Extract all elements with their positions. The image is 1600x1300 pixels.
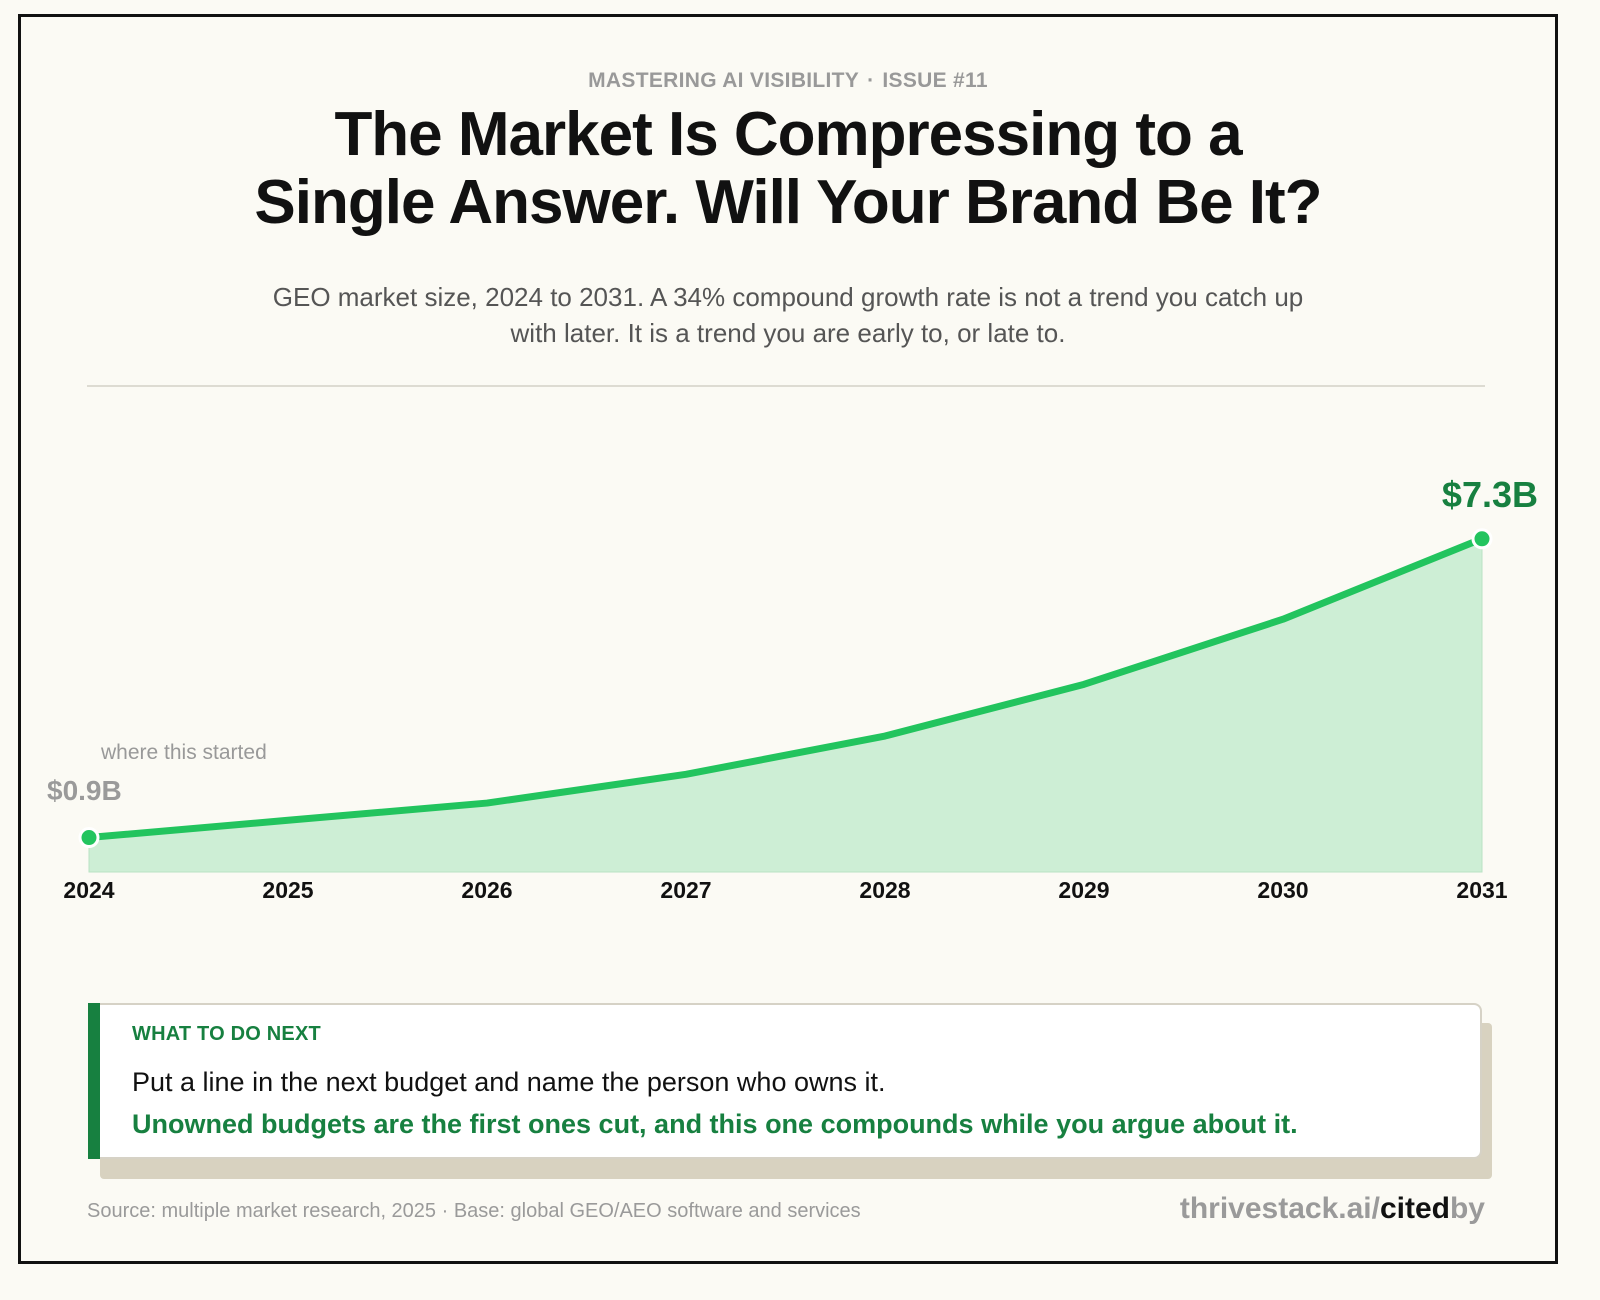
page-title: The Market Is Compressing to a Single An… bbox=[121, 101, 1455, 237]
subtitle: GEO market size, 2024 to 2031. A 34% com… bbox=[196, 279, 1380, 351]
callout-accent-bar bbox=[88, 1003, 100, 1159]
market-size-chart: 2024 2025 2026 2027 2028 2029 2030 2031 where th… bbox=[47, 474, 1538, 903]
brand-suffix: by bbox=[1449, 1192, 1485, 1225]
callout-body: Put a line in the next budget and name t… bbox=[132, 1067, 886, 1097]
callout-emphasis: Unowned budgets are the first ones cut, … bbox=[132, 1109, 1298, 1139]
kicker-series: MASTERING AI VISIBILITY bbox=[588, 69, 860, 92]
x-tick-label: 2024 bbox=[63, 877, 114, 903]
brand-strong: cited bbox=[1379, 1192, 1450, 1225]
kicker-separator: · bbox=[867, 69, 875, 92]
x-tick-label: 2029 bbox=[1058, 877, 1109, 903]
series-line bbox=[85, 535, 1486, 842]
kicker: MASTERING AI VISIBILITY · ISSUE #11 bbox=[21, 69, 1555, 93]
start-value-label: $0.9B bbox=[47, 775, 122, 806]
callout-label: WHAT TO DO NEXT bbox=[132, 1023, 321, 1045]
x-tick-label: 2030 bbox=[1257, 877, 1308, 903]
source-note: Source: multiple market research, 2025 ·… bbox=[87, 1200, 861, 1222]
subtitle-line-2: with later. It is a trend you are early … bbox=[510, 318, 1066, 348]
brand-domain: thrivestack.ai/ bbox=[1179, 1192, 1380, 1225]
kicker-issue: ISSUE #11 bbox=[882, 69, 988, 92]
brand-link[interactable]: thrivestack.ai/citedby bbox=[1180, 1192, 1485, 1226]
callout-box: WHAT TO DO NEXT Put a line in the next b… bbox=[88, 1003, 1482, 1159]
x-tick-label: 2027 bbox=[660, 877, 711, 903]
end-value-label: $7.3B bbox=[1442, 474, 1538, 515]
subtitle-line-1: GEO market size, 2024 to 2031. A 34% com… bbox=[272, 282, 1304, 312]
infographic-frame: MASTERING AI VISIBILITY · ISSUE #11 The Ma… bbox=[18, 14, 1558, 1264]
end-point bbox=[1471, 528, 1493, 550]
start-annotation: where this started bbox=[100, 741, 267, 764]
title-line-2: Single Answer. Will Your Brand Be It? bbox=[254, 168, 1322, 237]
x-tick-label: 2026 bbox=[461, 877, 512, 903]
title-line-1: The Market Is Compressing to a bbox=[334, 100, 1242, 169]
x-tick-label: 2028 bbox=[859, 877, 910, 903]
area-layer bbox=[85, 535, 1486, 873]
x-tick-label: 2025 bbox=[262, 877, 313, 903]
divider bbox=[87, 385, 1485, 387]
x-tick-label: 2031 bbox=[1456, 877, 1507, 903]
label-layer: 2024 2025 2026 2027 2028 2029 2030 2031 where th… bbox=[47, 474, 1538, 903]
start-point bbox=[78, 827, 100, 849]
